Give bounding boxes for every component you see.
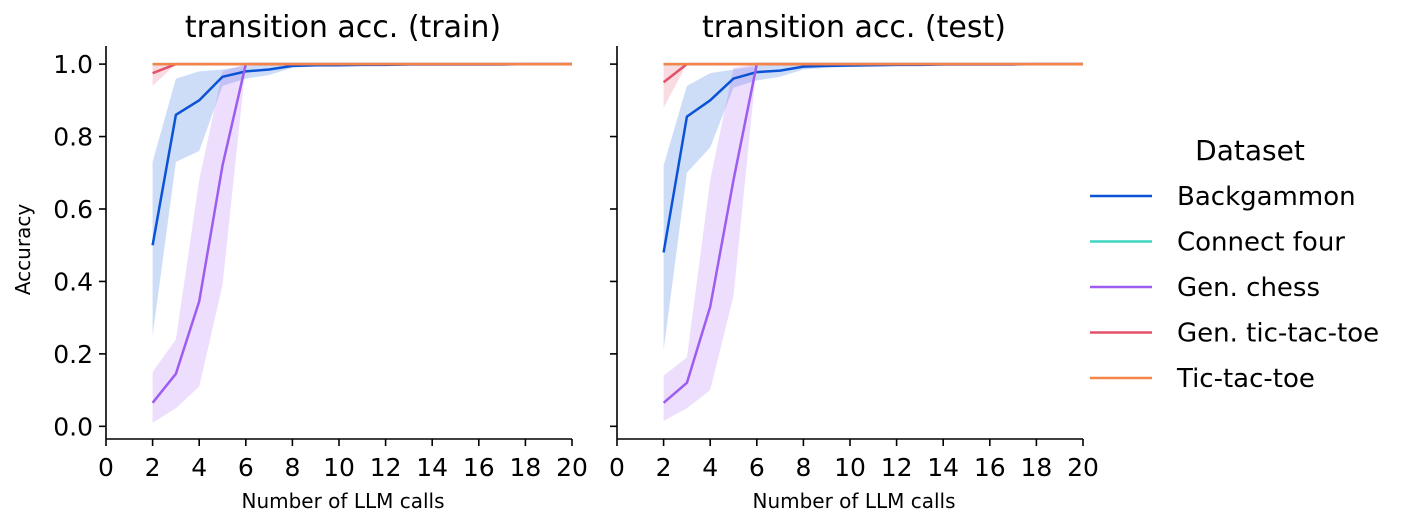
y-axis-label: Accuracy <box>11 204 35 295</box>
band-gen-chess <box>663 64 1083 421</box>
legend-label: Gen. chess <box>1177 273 1320 303</box>
chart-title: transition acc. (test) <box>702 10 1006 45</box>
x-tick-label: 18 <box>1020 453 1052 482</box>
legend-item: Connect four <box>1090 228 1345 258</box>
y-tick-label: 0.4 <box>53 267 93 296</box>
plot-area <box>662 62 1083 421</box>
x-tick-label: 10 <box>834 453 866 482</box>
x-tick-label: 2 <box>656 453 672 482</box>
chart-panel-1: 0 2 4 6 8 10 12 14 16 18 20 0.0 0.2 0.4 0.6 0.8 1.0 trans… <box>11 10 588 513</box>
legend-item: Gen. tic-tac-toe <box>1090 319 1379 349</box>
x-tick-label: 18 <box>509 453 541 482</box>
x-tick-label: 6 <box>238 453 254 482</box>
legend: Dataset Backgammon Connect four Gen. chess… <box>1090 134 1379 394</box>
x-tick-label: 8 <box>284 453 300 482</box>
legend-item: Gen. chess <box>1090 273 1320 303</box>
x-tick-label: 8 <box>795 453 811 482</box>
x-tick-label: 14 <box>416 453 448 482</box>
legend-items: Backgammon Connect four Gen. chess Gen. tic… <box>1090 182 1379 394</box>
legend-label: Backgammon <box>1177 182 1356 212</box>
x-tick-label: 4 <box>702 453 718 482</box>
x-tick-label: 2 <box>145 453 161 482</box>
x-tick-label: 4 <box>191 453 207 482</box>
y-tick-label: 0.0 <box>53 412 93 441</box>
chart-panels: 0 2 4 6 8 10 12 14 16 18 200.00.20.40.60.81.0trans… <box>11 10 1099 513</box>
chart-panel-2: 0 2 4 6 8 10 12 14 16 18 20 transition acc. (test) N… <box>609 10 1099 513</box>
x-tick-label: 6 <box>749 453 765 482</box>
x-tick-label: 20 <box>1067 453 1099 482</box>
x-tick-label: 12 <box>881 453 913 482</box>
band-backgammon <box>663 64 1083 351</box>
legend-title: Dataset <box>1195 134 1305 167</box>
y-tick-label: 0.2 <box>53 340 93 369</box>
x-axis-label: Number of LLM calls <box>752 489 955 513</box>
x-axis-label: Number of LLM calls <box>241 489 444 513</box>
y-tick-label: 0.6 <box>53 195 93 224</box>
x-tick-label: 20 <box>556 453 588 482</box>
x-tick-label: 12 <box>370 453 402 482</box>
legend-label: Tic-tac-toe <box>1176 364 1315 394</box>
y-tick-label: 0.8 <box>53 123 93 152</box>
legend-item: Backgammon <box>1090 182 1356 212</box>
x-tick-label: 14 <box>927 453 959 482</box>
band-gen-chess <box>152 64 572 423</box>
x-tick-label: 16 <box>974 453 1006 482</box>
x-tick-label: 0 <box>609 453 625 482</box>
chart-title: transition acc. (train) <box>185 10 501 45</box>
x-tick-label: 10 <box>323 453 355 482</box>
legend-label: Connect four <box>1177 228 1345 258</box>
x-tick-label: 0 <box>98 453 114 482</box>
x-tick-label: 16 <box>463 453 495 482</box>
band-backgammon <box>152 64 572 336</box>
legend-item: Tic-tac-toe <box>1090 364 1315 394</box>
y-tick-label: 1.0 <box>53 50 93 79</box>
legend-label: Gen. tic-tac-toe <box>1177 319 1379 349</box>
plot-area <box>151 62 572 423</box>
